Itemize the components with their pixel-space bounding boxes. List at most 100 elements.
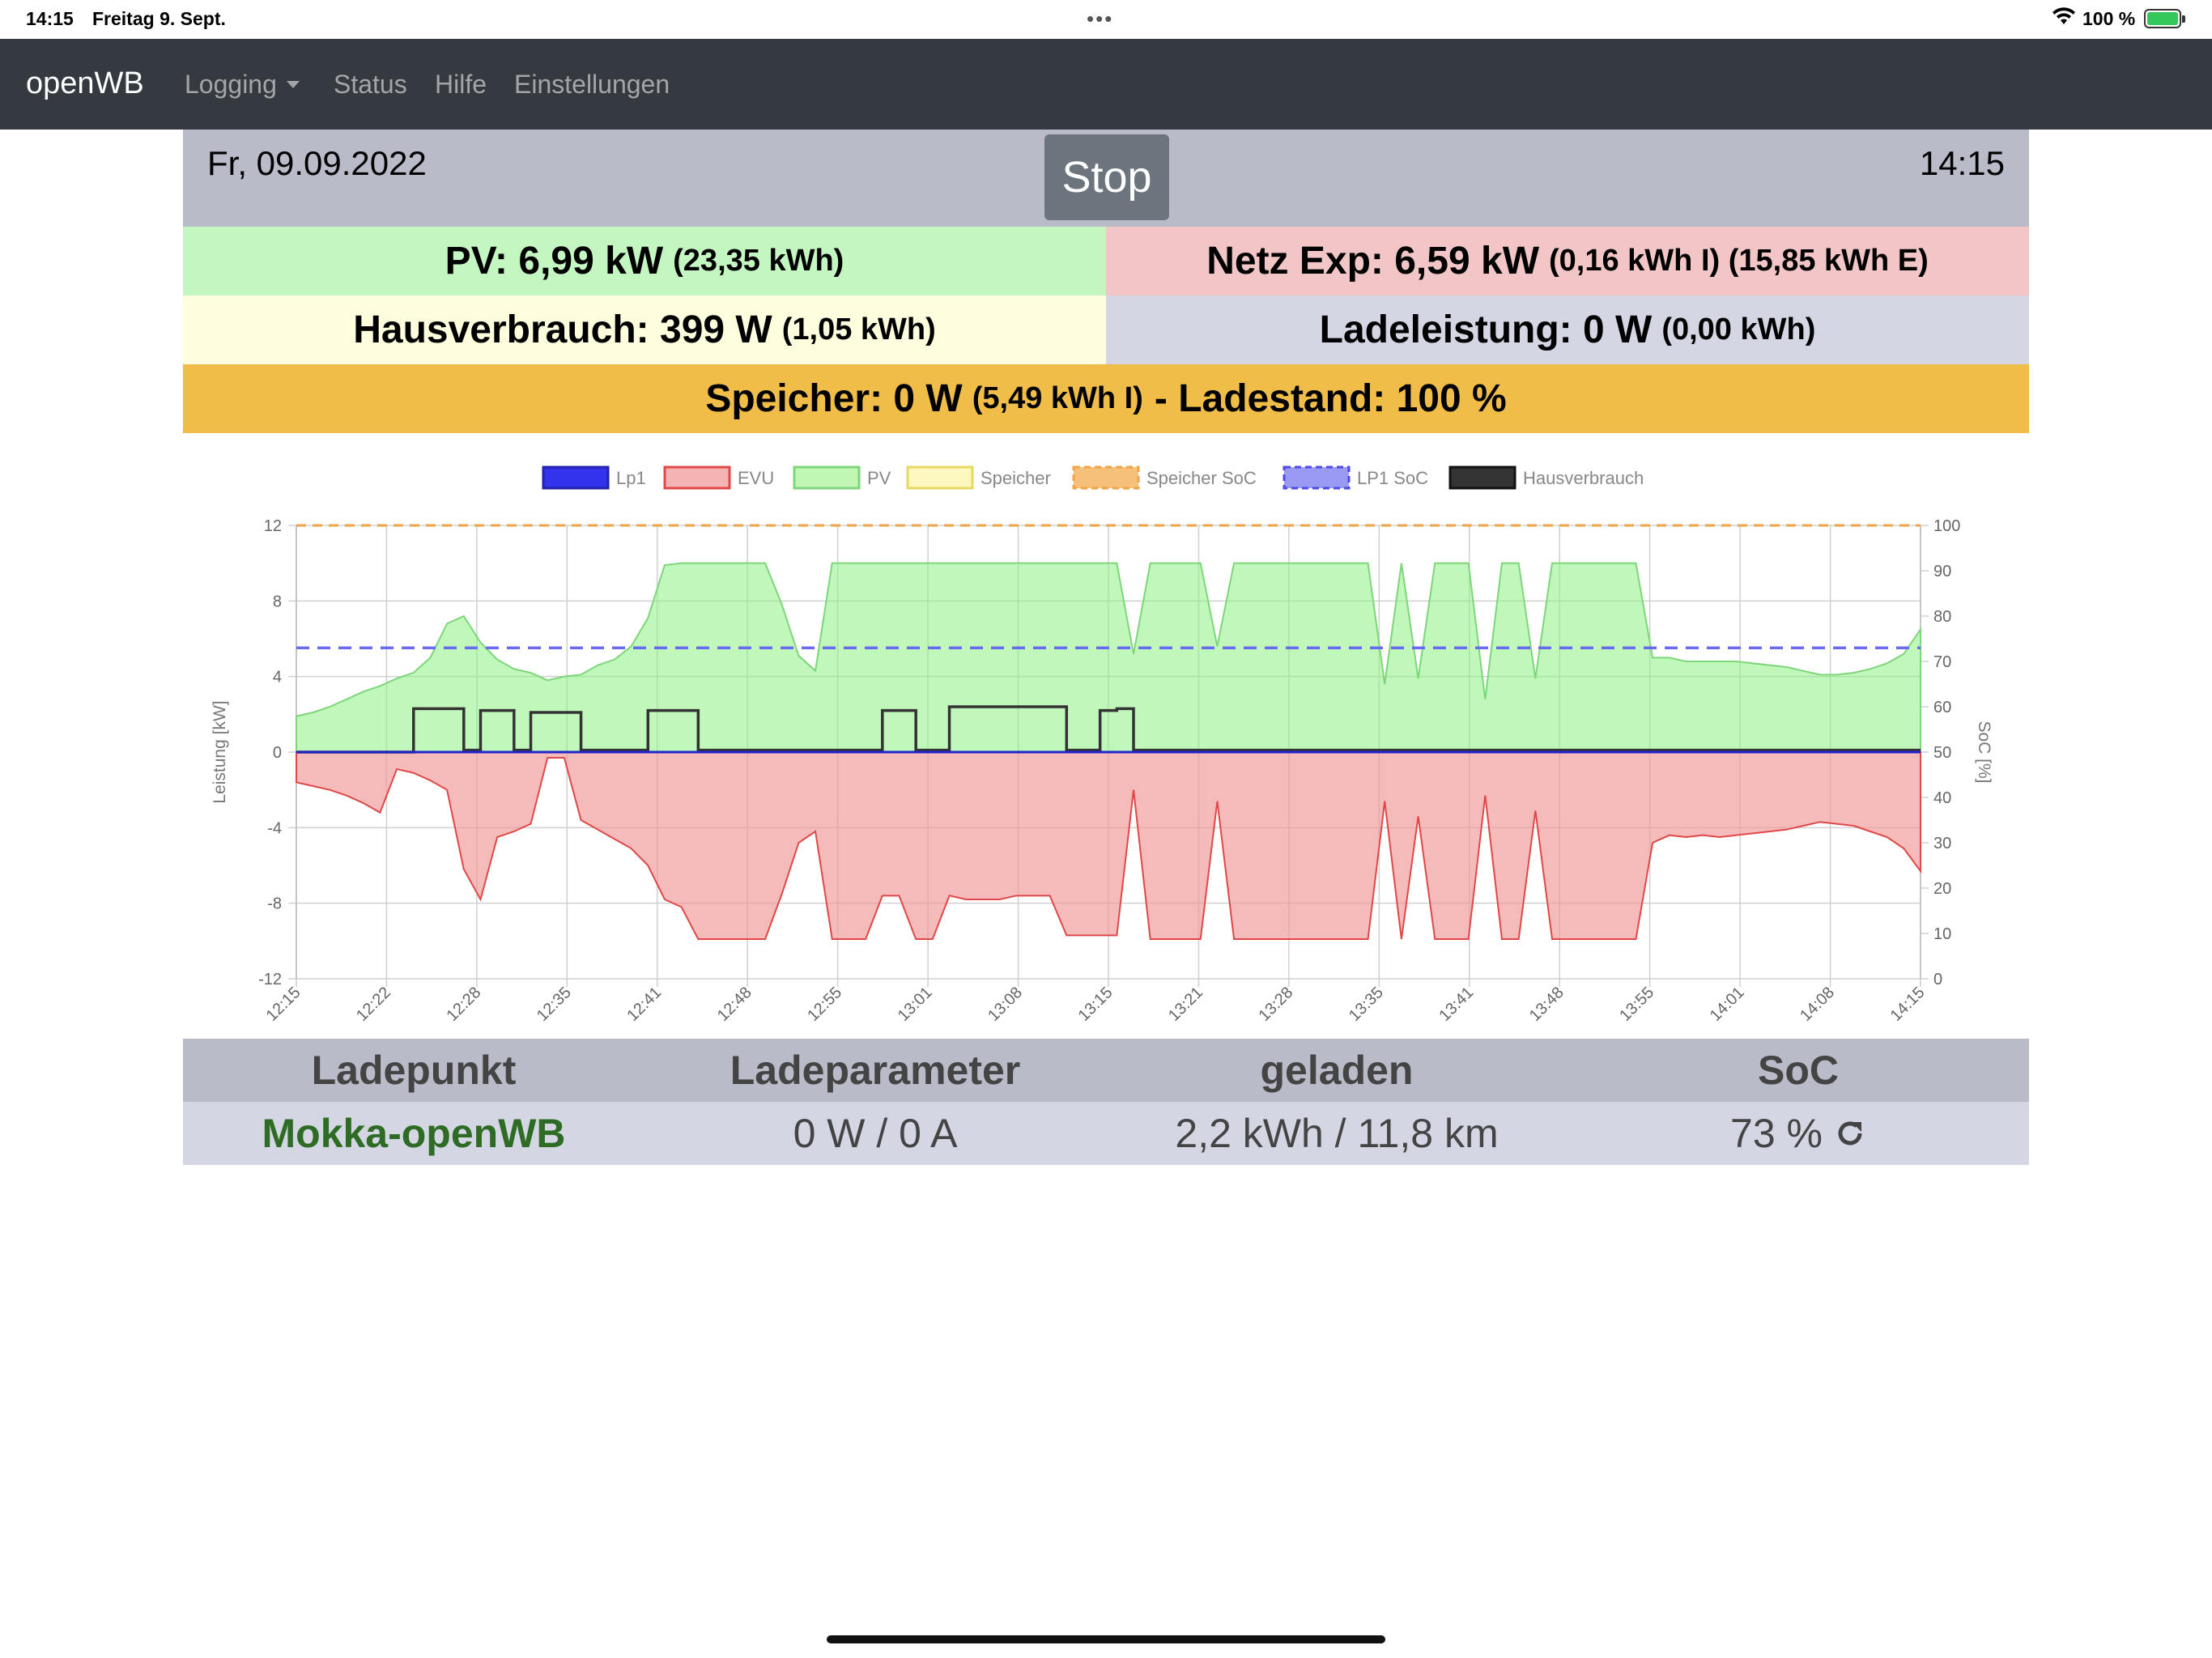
x-tick-label: 12:28: [443, 984, 484, 1025]
battery-percent: 100 %: [2082, 8, 2136, 29]
legend-label: LP1 SoC: [1357, 468, 1428, 488]
status-time: 14:15: [26, 8, 74, 29]
netz-tile: Netz Exp: 6,59 kW (0,16 kWh I) (15,85 kWh…: [1106, 227, 2029, 295]
ladepunkt-name[interactable]: Mokka-openWB: [262, 1111, 566, 1156]
col-ladeparameter: Ladeparameter: [730, 1048, 1021, 1093]
brand-link[interactable]: openWB: [26, 66, 144, 100]
y-right-tick-label: 20: [1933, 880, 1951, 898]
legend-swatch: [793, 466, 861, 490]
legend-label: EVU: [738, 468, 774, 488]
lade-label: Ladeleistung: 0 W: [1319, 308, 1653, 351]
y-right-tick-label: 90: [1933, 563, 1951, 580]
legend-label: Hausverbrauch: [1523, 468, 1644, 488]
pv-area: [296, 562, 1921, 753]
y-left-tick-label: 0: [273, 744, 282, 762]
y-right-tick-label: 80: [1933, 608, 1951, 626]
hausverbrauch-line: [296, 705, 1921, 754]
x-tick-label: 13:21: [1165, 984, 1206, 1025]
y-right-tick-label: 100: [1933, 517, 1960, 535]
nav-logging-label: Logging: [185, 70, 277, 99]
col-geladen: geladen: [1260, 1048, 1414, 1093]
soc-value: 73 %: [1730, 1111, 1823, 1156]
y-right-tick-label: 30: [1933, 835, 1951, 852]
nav-status[interactable]: Status: [334, 70, 407, 99]
table-row: Mokka-openWB 0 W / 0 A 2,2 kWh / 11,8 km…: [183, 1102, 2029, 1165]
y-right-tick-label: 10: [1933, 925, 1951, 943]
wifi-icon: [2052, 5, 2076, 32]
ladeparameter-value: 0 W / 0 A: [793, 1111, 958, 1156]
col-soc: SoC: [1758, 1048, 1839, 1093]
haus-detail: (1,05 kWh): [781, 312, 936, 346]
x-tick-label: 14:15: [1887, 984, 1929, 1025]
home-indicator[interactable]: [827, 1635, 1385, 1643]
refresh-icon[interactable]: [1834, 1117, 1866, 1150]
ladepunkt-table: Ladepunkt Ladeparameter geladen SoC Mokk…: [183, 1039, 2029, 1165]
y-left-tick-label: 4: [273, 669, 282, 687]
y-left-tick-label: -4: [267, 819, 282, 837]
x-tick-label: 12:48: [714, 984, 755, 1025]
legend-swatch: [906, 466, 974, 490]
y-right-tick-label: 50: [1933, 744, 1951, 762]
x-tick-label: 13:28: [1255, 984, 1296, 1025]
x-tick-label: 13:15: [1075, 984, 1117, 1025]
navbar: openWB Logging Status Hilfe Einstellunge…: [0, 39, 2212, 130]
y-left-tick-label: 12: [264, 517, 282, 535]
legend-swatch: [663, 466, 731, 490]
x-tick-label: 14:08: [1797, 984, 1838, 1025]
speicher-detail: (5,49 kWh I): [972, 381, 1143, 415]
soc-cell: 73 %: [1568, 1102, 2029, 1165]
pv-label: PV: 6,99 kW: [445, 240, 664, 283]
header-row: Fr, 09.09.2022 Stop 14:15: [183, 130, 2029, 227]
status-date: Freitag 9. Sept.: [92, 8, 226, 29]
geladen-value: 2,2 kWh / 11,8 km: [1175, 1111, 1499, 1156]
legend-label: PV: [867, 468, 891, 488]
legend-swatch: [1448, 466, 1516, 490]
evu-area: [296, 751, 1921, 940]
x-tick-label: 13:48: [1526, 984, 1568, 1025]
y-right-tick-label: 60: [1933, 699, 1951, 716]
y-right-tick-label: 70: [1933, 653, 1951, 671]
legend-swatch: [1072, 466, 1140, 490]
netz-detail: (0,16 kWh I) (15,85 kWh E): [1549, 244, 1929, 278]
power-chart-svg: 12:15 12:22 12:28 12:35 12:41 12:48 12:55 13:01…: [211, 466, 1993, 1025]
pv-tile: PV: 6,99 kW (23,35 kWh): [183, 227, 1106, 295]
x-tick-label: 12:35: [534, 984, 575, 1025]
x-tick-label: 14:01: [1707, 984, 1748, 1025]
stop-button[interactable]: Stop: [1044, 134, 1169, 220]
speicher-suffix: - Ladestand: 100 %: [1154, 377, 1507, 420]
legend-label: Speicher SoC: [1146, 468, 1257, 488]
y-left-axis-label: Leistung [kW]: [211, 700, 229, 803]
table-header: Ladepunkt Ladeparameter geladen SoC: [183, 1039, 2029, 1102]
col-ladepunkt: Ladepunkt: [311, 1048, 517, 1093]
x-tick-label: 12:41: [623, 984, 665, 1025]
legend-label: Lp1: [616, 468, 646, 488]
y-right-tick-label: 40: [1933, 789, 1951, 807]
x-tick-label: 12:55: [804, 984, 845, 1025]
header-date: Fr, 09.09.2022: [207, 144, 427, 182]
legend-swatch: [542, 466, 610, 490]
header-clock: 14:15: [1919, 144, 2005, 182]
x-tick-label: 12:15: [263, 984, 304, 1025]
x-tick-label: 13:08: [985, 984, 1026, 1025]
y-right-tick-label: 0: [1933, 971, 1942, 988]
y-left-tick-label: 8: [273, 593, 282, 610]
nav-hilfe[interactable]: Hilfe: [435, 70, 487, 99]
pv-detail: (23,35 kWh): [673, 244, 844, 278]
y-left-tick-label: -8: [267, 895, 282, 913]
speicher-tile: Speicher: 0 W (5,49 kWh I) - Ladestand: 10…: [183, 364, 2029, 433]
x-tick-label: 12:22: [353, 984, 394, 1025]
nav-einstellungen[interactable]: Einstellungen: [514, 70, 670, 99]
speicher-label: Speicher: 0 W: [705, 377, 963, 420]
legend-swatch: [1283, 466, 1351, 490]
multitasking-dots-icon[interactable]: •••: [1087, 6, 1114, 31]
y-left-tick-label: -12: [258, 971, 282, 988]
x-tick-label: 13:41: [1436, 984, 1477, 1025]
main-container: Fr, 09.09.2022 Stop 14:15 PV: 6,99 kW (23…: [183, 130, 2029, 1165]
power-chart[interactable]: 12:15 12:22 12:28 12:35 12:41 12:48 12:55 13:01…: [183, 456, 2029, 1039]
ladeleistung-tile: Ladeleistung: 0 W (0,00 kWh): [1106, 295, 2029, 364]
nav-logging[interactable]: Logging: [185, 70, 300, 100]
battery-icon: [2144, 9, 2185, 28]
ios-status-bar: 14:15 Freitag 9. Sept. ••• 100 %: [0, 0, 2212, 39]
x-tick-label: 13:55: [1616, 984, 1657, 1025]
hausverbrauch-tile: Hausverbrauch: 399 W (1,05 kWh): [183, 295, 1106, 364]
